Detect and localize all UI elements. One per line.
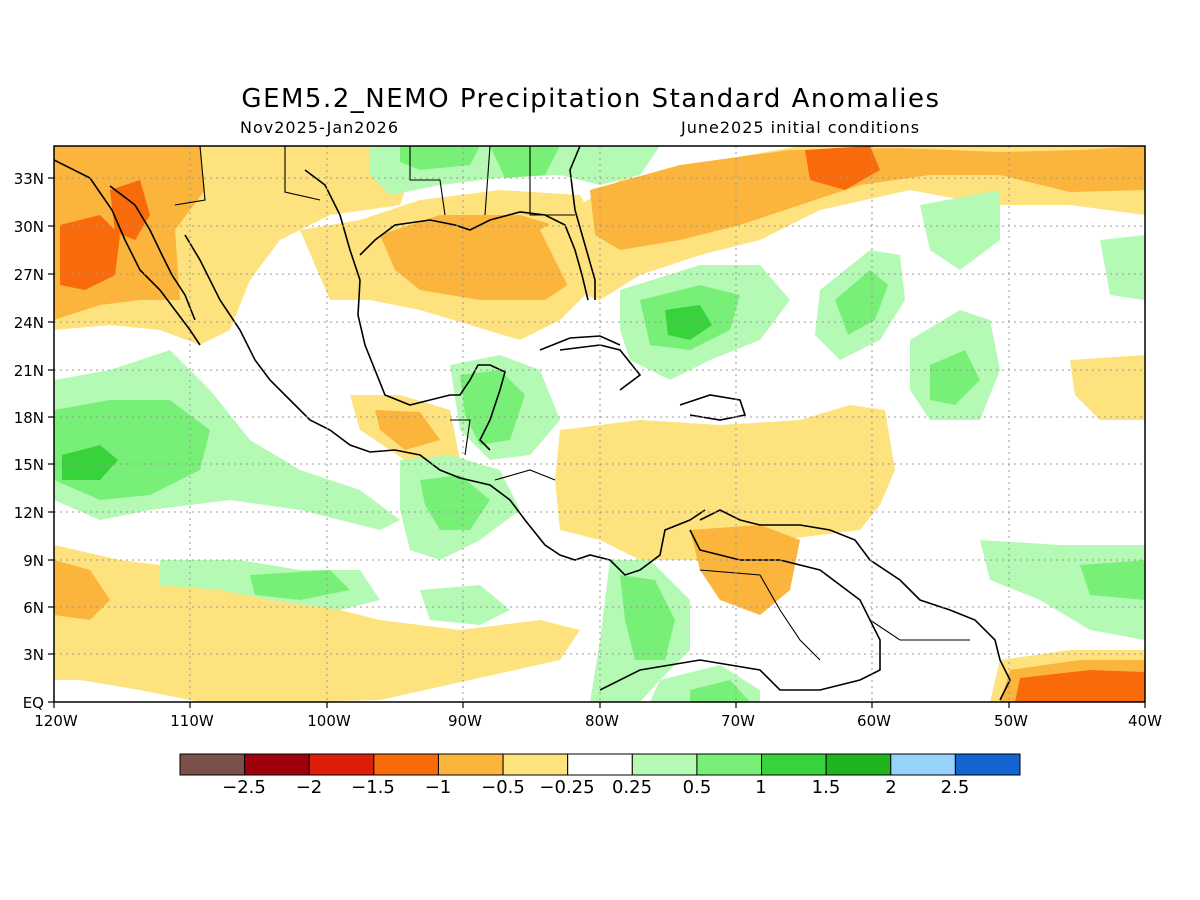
anomaly-region (250, 570, 350, 600)
anomaly-region (1080, 560, 1145, 600)
lat-label: EQ (23, 694, 44, 712)
anomaly-region (930, 350, 980, 405)
lat-label: 15N (14, 456, 44, 474)
colorbar-label: −1.5 (351, 777, 395, 798)
lat-label: 27N (14, 266, 44, 284)
colorbar-swatch (825, 753, 892, 776)
map-title: GEM5.2_NEMO Precipitation Standard Anoma… (241, 84, 941, 114)
anomaly-region (620, 575, 675, 660)
anomaly-region (490, 146, 560, 178)
lat-label: 3N (23, 646, 44, 664)
lon-label: 120W (34, 712, 78, 730)
lat-label: 9N (23, 552, 44, 570)
border-lines (174, 146, 970, 661)
colorbar-label: −1 (425, 777, 452, 798)
anomaly-region (590, 146, 1145, 250)
anomaly-region (62, 445, 118, 480)
lat-label: 21N (14, 362, 44, 380)
graticule (54, 146, 1145, 702)
anomaly-region (805, 146, 880, 190)
anomaly-region (54, 560, 110, 620)
anomaly-region (400, 146, 480, 170)
colorbar-swatch (373, 753, 439, 776)
colorbar-label: −0.5 (481, 777, 525, 798)
colorbar-swatch (890, 753, 956, 776)
lat-label: 6N (23, 599, 44, 617)
colorbar-swatch (244, 753, 310, 776)
lon-label: 40W (1128, 712, 1162, 730)
colorbar-swatch (437, 753, 504, 776)
lon-label: 80W (585, 712, 619, 730)
lon-label: 110W (170, 712, 214, 730)
anomaly-region (375, 410, 440, 450)
colorbar-swatch (696, 753, 763, 776)
anomaly-region (920, 190, 1000, 270)
anomaly-region (60, 215, 120, 290)
initial-conditions: June2025 initial conditions (681, 118, 921, 137)
colorbar-label: −2.5 (222, 777, 266, 798)
colorbar-swatch (502, 753, 569, 776)
anomaly-region (665, 305, 712, 340)
colorbar-label: −2 (296, 777, 323, 798)
colorbar-swatch (954, 753, 1021, 776)
forecast-period: Nov2025-Jan2026 (240, 118, 399, 137)
anomaly-region (690, 680, 750, 702)
anomaly-region (1100, 235, 1145, 300)
lon-label: 100W (307, 712, 351, 730)
colorbar-label: 2 (885, 777, 896, 798)
colorbar-swatch (567, 753, 633, 776)
lat-label: 24N (14, 314, 44, 332)
colorbar-label: 0.5 (683, 777, 712, 798)
colorbar-label: 1 (755, 777, 766, 798)
lon-labels: 120W 110W 100W 90W 80W 70W 60W 50W 40W (34, 712, 1162, 730)
colorbar-label: 0.25 (612, 777, 652, 798)
lat-label: 33N (14, 170, 44, 188)
lat-label: 30N (14, 218, 44, 236)
colorbar (179, 753, 1021, 776)
lat-label: 12N (14, 504, 44, 522)
colorbar-labels: −2.5 −2 −1.5 −1 −0.5 −0.25 0.25 0.5 1 1.… (222, 777, 969, 798)
anomaly-region (110, 180, 150, 240)
anomaly-region (1015, 670, 1145, 702)
anomaly-region (460, 370, 525, 445)
colorbar-swatch (631, 753, 698, 776)
lat-label: 18N (14, 409, 44, 427)
land-outline (54, 146, 1011, 701)
lat-labels: 33N 30N 27N 24N 21N 18N 15N 12N 9N 6N 3N… (14, 170, 44, 712)
lon-label: 70W (721, 712, 755, 730)
anomaly-region (835, 270, 888, 335)
anomaly-region (690, 525, 800, 615)
anomaly-region (380, 215, 575, 300)
anomaly-region (555, 405, 895, 560)
colorbar-swatch (179, 753, 246, 776)
anomaly-region (420, 475, 490, 530)
colorbar-label: 1.5 (812, 777, 841, 798)
colorbar-label: 2.5 (941, 777, 970, 798)
lon-label: 50W (994, 712, 1028, 730)
map-field (54, 146, 1145, 702)
colorbar-swatch (761, 753, 827, 776)
anomaly-region (1070, 355, 1145, 420)
anomaly-region (420, 585, 510, 625)
lon-label: 60W (857, 712, 891, 730)
colorbar-label: −0.25 (539, 777, 594, 798)
colorbar-swatch (308, 753, 375, 776)
axis-ticks (48, 177, 1146, 708)
lon-label: 90W (448, 712, 482, 730)
